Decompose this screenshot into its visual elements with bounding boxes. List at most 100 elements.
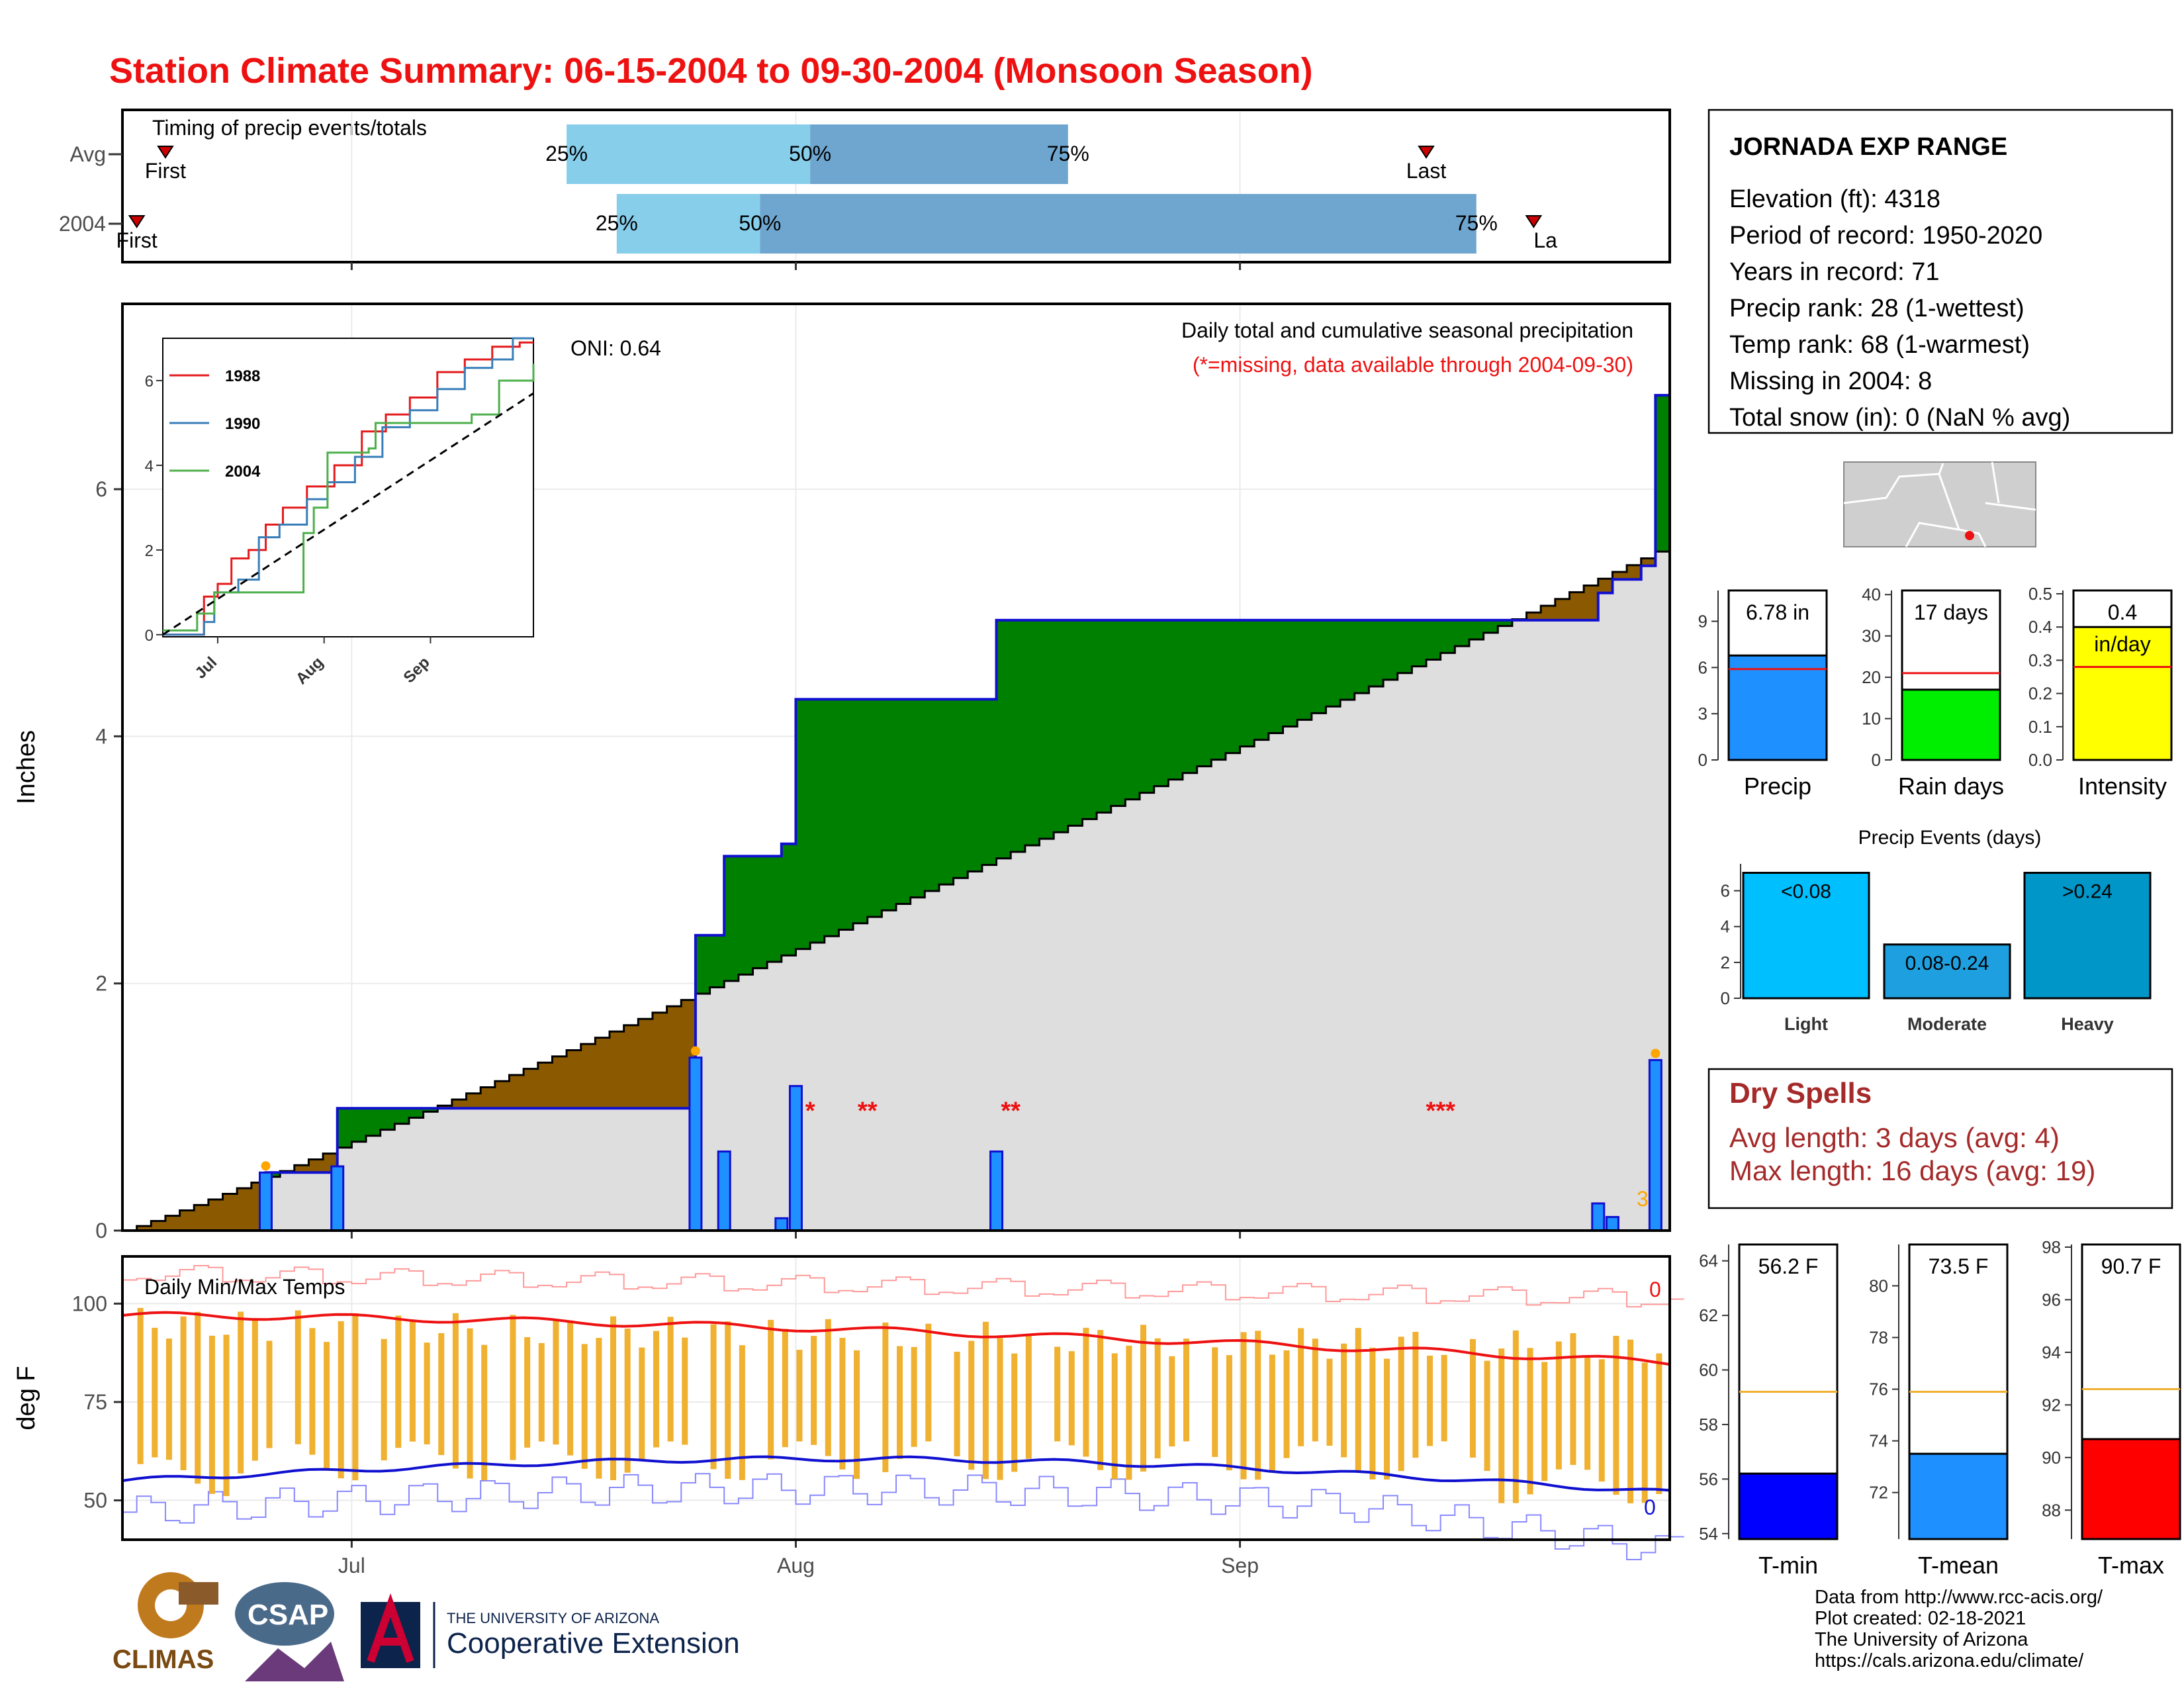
above-normal-segment [1182,620,1198,773]
station-info-line: Precip rank: 28 (1-wettest) [1729,295,2025,322]
avg-area-segment [423,1111,438,1231]
footer-credit-line: The University of Arizona [1815,1629,2028,1650]
avg-area-segment [580,1108,596,1231]
avg-area-segment [953,878,968,1231]
missing-data-mark: * [805,1097,815,1125]
mini-bar-y-tick-label: 0.2 [2028,684,2052,704]
event-count-label: 3 [1637,1187,1649,1211]
avg-area-segment [1197,766,1212,1231]
avg-area-segment [1598,592,1613,1231]
avg-area-segment [1455,646,1470,1231]
heavy-event-marker [1651,1049,1661,1058]
mini-bar-category-label: T-max [2098,1552,2164,1579]
daily-precip-bar [258,1171,273,1232]
station-info-line: Elevation (ft): 4318 [1729,185,1940,213]
below-normal-segment [523,1068,539,1109]
avg-area-segment [394,1123,410,1231]
daily-temp-range-bar [165,1338,172,1460]
above-normal-segment [938,699,954,885]
above-normal-segment [1311,620,1326,714]
mini-bar-y-tick-label: 0.5 [2028,584,2052,604]
daily-temp-range-bar [1240,1332,1247,1479]
avg-area-segment [752,968,768,1231]
inset-legend-label: 1988 [225,367,260,385]
events-y-tick-label: 4 [1721,917,1730,937]
below-normal-segment [1526,612,1541,620]
daily-temp-range-bar [596,1338,602,1479]
daily-temp-range-bar [1498,1348,1505,1503]
avg-area-segment [1082,819,1097,1231]
daily-temp-range-bar [1641,1362,1648,1503]
above-normal-segment [1240,620,1255,747]
mini-bar-value-label: 6.78 in [1746,600,1809,624]
below-normal-segment [194,1205,209,1231]
avg-area-segment [839,929,854,1231]
daily-temp-range-bar [682,1337,688,1445]
daily-precip-bar [688,1056,703,1232]
below-normal-segment [580,1044,596,1109]
above-normal-segment [810,699,825,943]
below-normal-segment [294,1165,309,1173]
avg-tmin-line [122,1455,1670,1492]
below-normal-segment [1541,606,1556,620]
above-normal-segment [1024,620,1040,846]
timing-quartile-box-lower [616,194,760,254]
avg-area-segment [552,1108,567,1231]
mini-bar-y-tick-label: 54 [1699,1524,1718,1544]
mini-bar-category-label: Rain days [1898,773,2004,800]
below-normal-segment [480,1087,496,1109]
station-name: JORNADA EXP RANGE [1729,133,2007,161]
above-normal-segment [1111,620,1126,806]
timing-panel: Timing of precip events/totals Avg 25% 50%… [59,109,1671,270]
daily-temp-range-bar [739,1345,745,1480]
timing-row-label: 2004 [59,212,106,236]
mini-bar-value [1908,1452,2009,1540]
mini-bar-y-tick-label: 10 [1862,709,1881,729]
daily-temp-range-bar [538,1342,545,1442]
avg-area-segment [610,1108,625,1231]
above-normal-segment [337,1108,352,1148]
avg-area-segment [1111,806,1126,1231]
inset-series-line [163,363,535,632]
above-normal-segment [1340,620,1355,700]
timing-p75-label: 75% [1047,142,1089,165]
above-normal-segment [1283,620,1298,727]
above-normal-segment [1326,620,1341,707]
avg-area-segment [1369,686,1384,1231]
mini-bar-y-tick-label: 0 [1698,750,1707,770]
avg-area-segment [938,884,954,1231]
daily-temp-range-bar [925,1323,932,1442]
footer-credit-line: https://cals.arizona.edu/climate/ [1815,1650,2084,1671]
mini-bar-y-tick-label: 90 [2042,1448,2061,1468]
avg-area-segment [1268,733,1283,1231]
precip-note: Daily total and cumulative seasonal prec… [1181,318,1633,342]
precip-y-tick-label: 4 [95,724,107,748]
mini-bar-y-tick-label: 72 [1869,1483,1888,1503]
avg-area-segment [910,897,925,1231]
daily-temp-range-bar [510,1315,516,1460]
footer-credit-line: Plot created: 02-18-2021 [1815,1608,2026,1629]
daily-temp-range-bar [1369,1347,1376,1479]
daily-precip-bar [1591,1202,1606,1232]
avg-area-segment [996,858,1011,1231]
mini-bar-unit-label: in/day [2094,632,2150,656]
below-normal-segment [1569,592,1584,620]
missing-data-mark: *** [1426,1097,1455,1125]
mini-bar-category-label: T-min [1758,1552,1818,1579]
daily-temp-range-bar [1341,1343,1347,1458]
above-normal-segment [1125,620,1140,800]
avg-area-segment [1211,759,1226,1231]
daily-temp-range-bar [897,1346,903,1460]
avg-area-segment [1140,792,1155,1231]
daily-temp-range-bar [567,1320,574,1456]
mini-bar-value [2072,626,2173,761]
avg-area-segment [1412,666,1427,1231]
daily-temp-range-bar [581,1344,588,1469]
timing-last-marker [1418,146,1435,159]
above-normal-segment [394,1108,410,1124]
daily-temp-range-bar [911,1346,917,1447]
avg-area-segment [466,1108,481,1231]
daily-temp-range-bar [1283,1350,1290,1458]
events-y-tick-label: 6 [1721,881,1730,901]
avg-area-segment [1555,620,1570,1231]
